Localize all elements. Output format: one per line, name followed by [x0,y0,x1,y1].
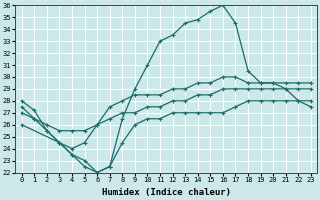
X-axis label: Humidex (Indice chaleur): Humidex (Indice chaleur) [102,188,231,197]
